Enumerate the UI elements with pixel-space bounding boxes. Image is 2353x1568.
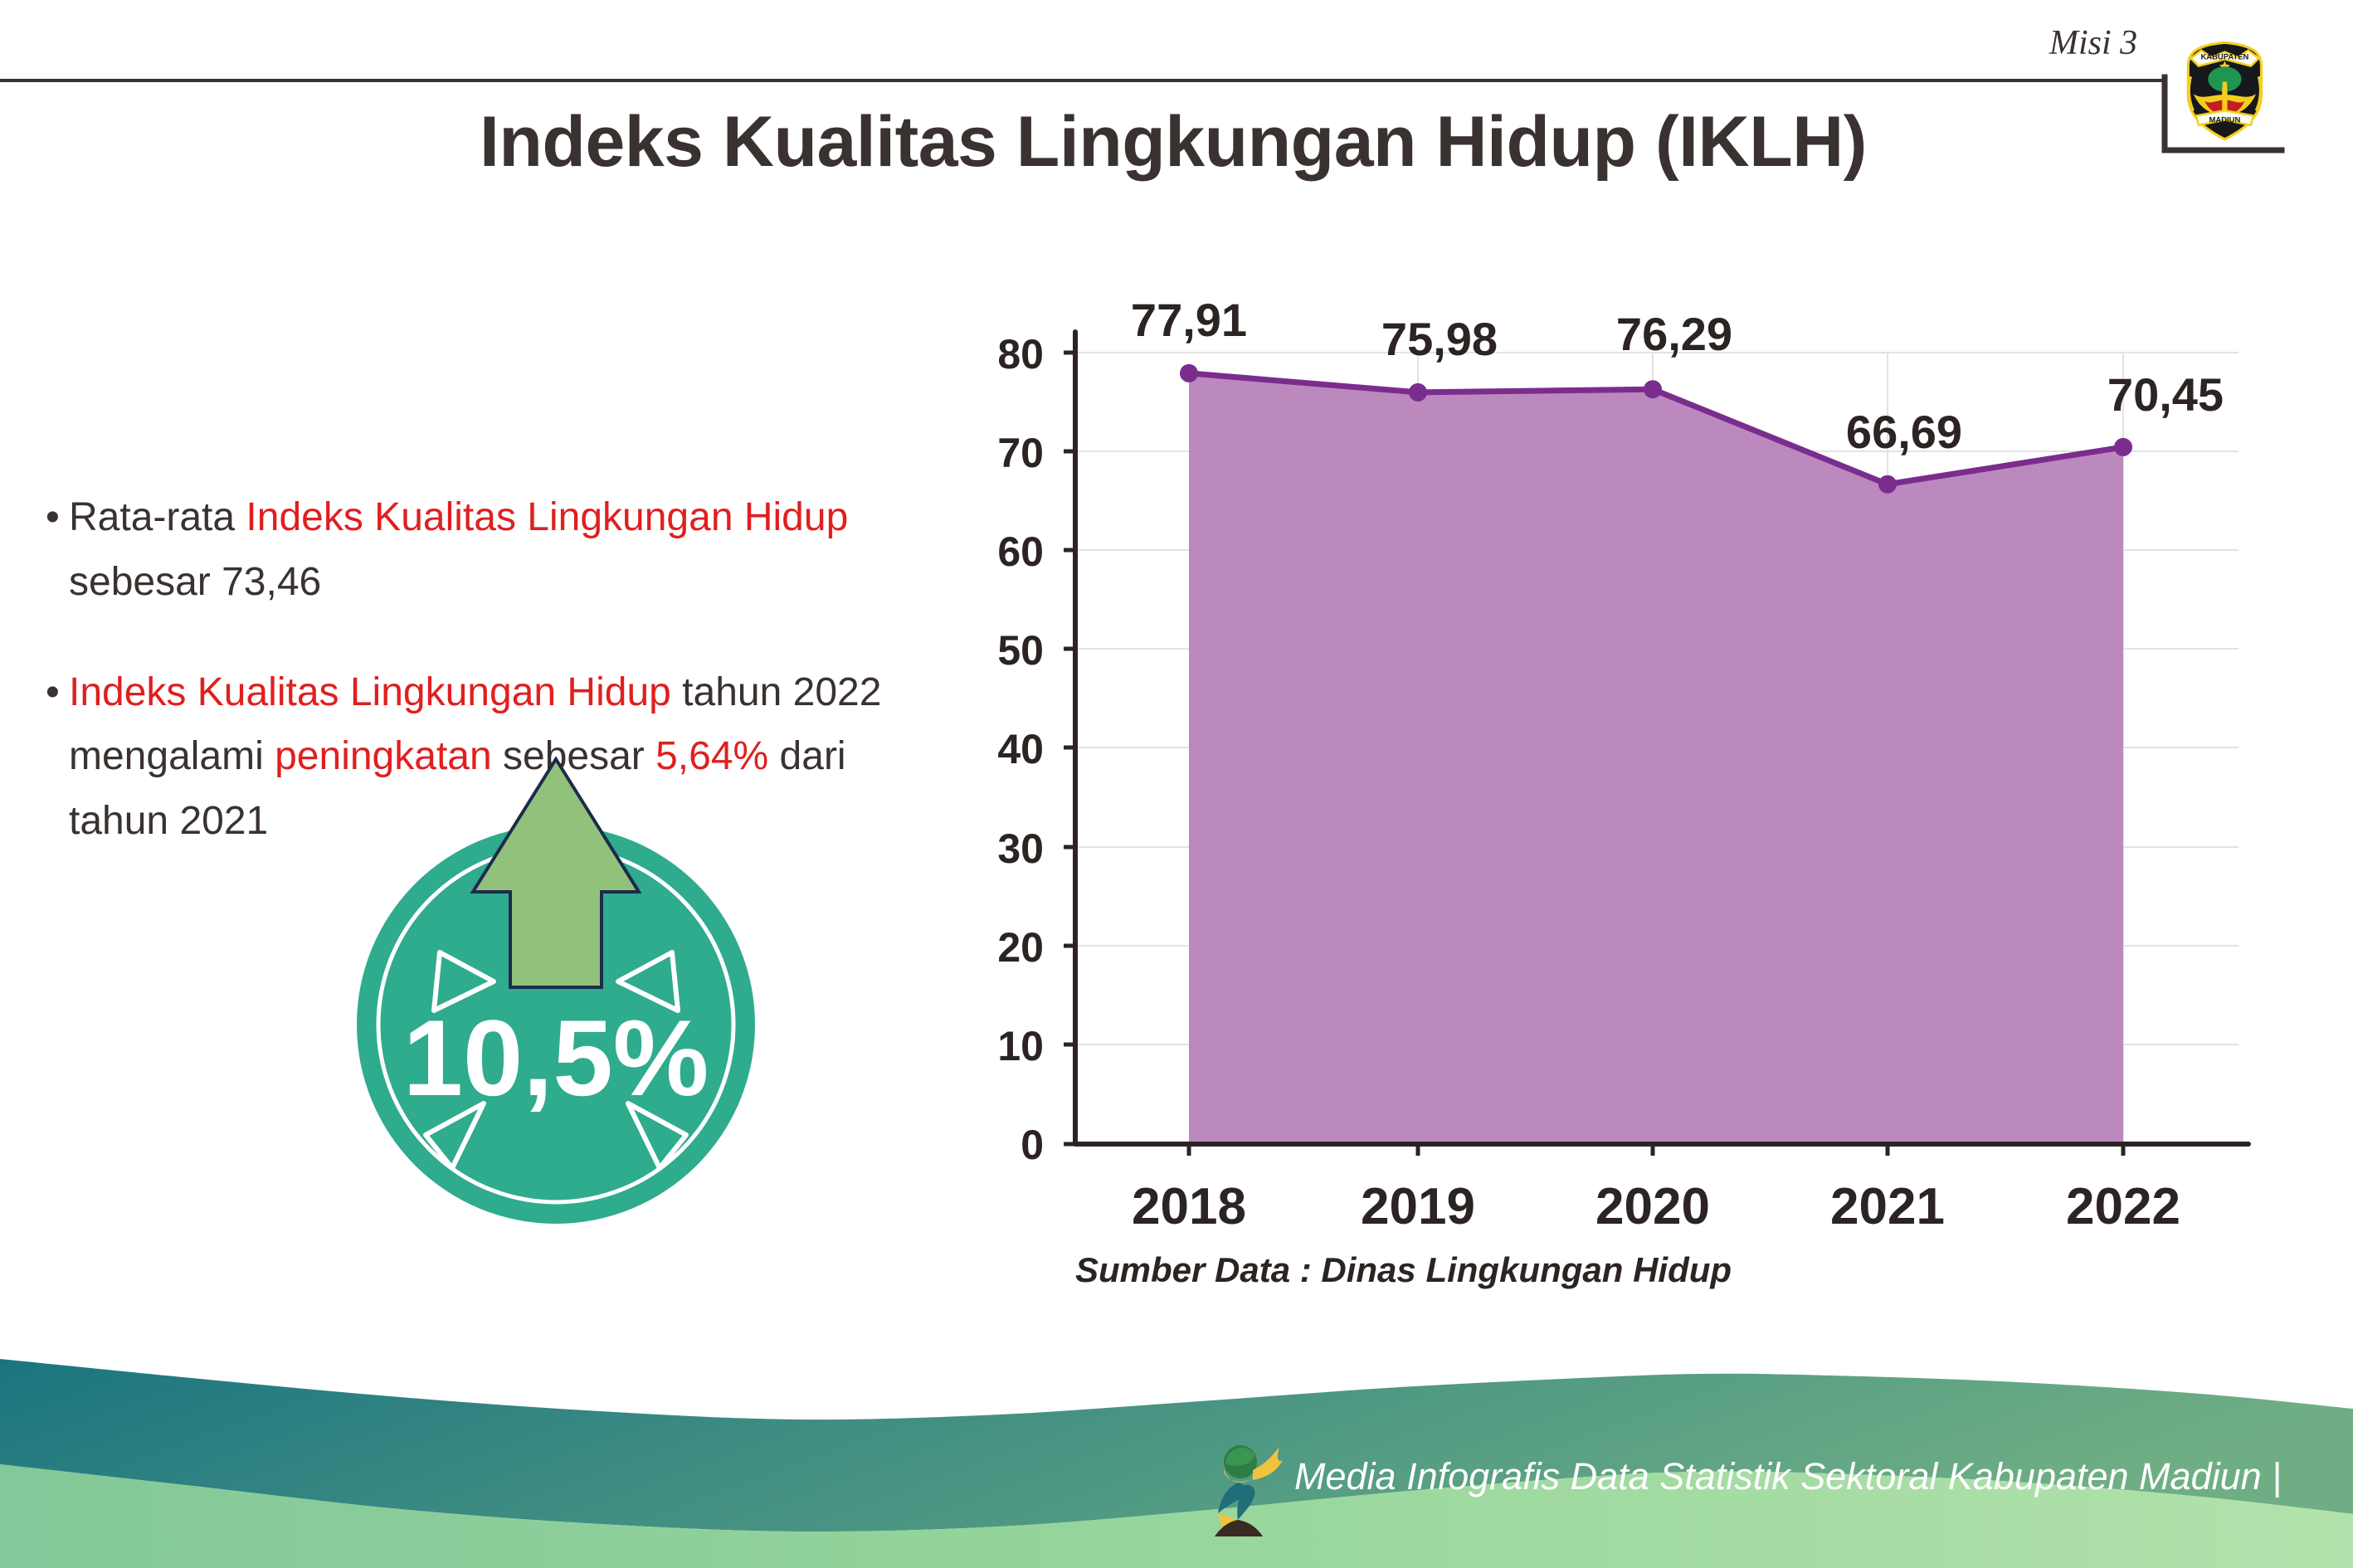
svg-text:Media Infografis Data Statisti: Media Infografis Data Statistik Sektoral… — [1294, 1455, 2282, 1497]
